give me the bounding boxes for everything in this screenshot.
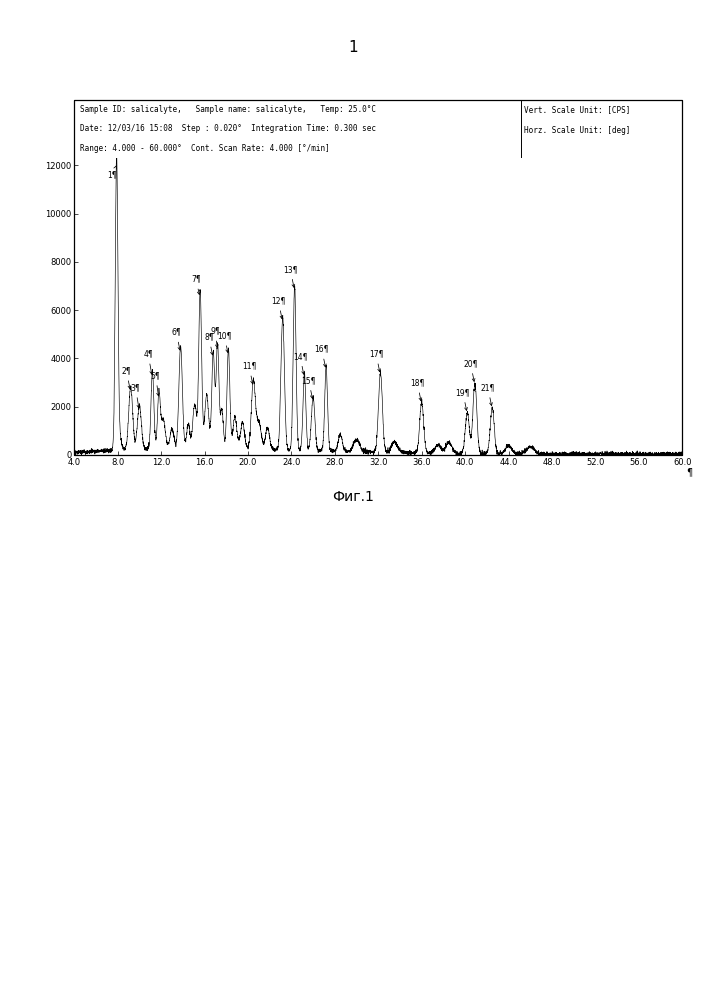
Text: Date: 12/03/16 15:08  Step : 0.020°  Integration Time: 0.300 sec: Date: 12/03/16 15:08 Step : 0.020° Integ… (81, 124, 376, 133)
Text: 4¶: 4¶ (144, 349, 153, 374)
Text: 1: 1 (349, 40, 358, 55)
Text: 10¶: 10¶ (217, 331, 232, 352)
Text: 14¶: 14¶ (293, 352, 308, 374)
Text: 20¶: 20¶ (463, 359, 478, 381)
Text: Range: 4.000 - 60.000°  Cont. Scan Rate: 4.000 [°/min]: Range: 4.000 - 60.000° Cont. Scan Rate: … (81, 144, 330, 153)
Text: 15¶: 15¶ (301, 376, 316, 398)
Text: 17¶: 17¶ (369, 349, 383, 372)
Text: Horz. Scale Unit: [deg]: Horz. Scale Unit: [deg] (524, 126, 631, 135)
Text: Sample ID: salicalyte,   Sample name: salicalyte,   Temp: 25.0°C: Sample ID: salicalyte, Sample name: sali… (81, 105, 376, 114)
Text: 6¶: 6¶ (171, 328, 181, 350)
Text: 19¶: 19¶ (456, 388, 470, 410)
Text: 11¶: 11¶ (242, 361, 256, 384)
Text: 5¶: 5¶ (151, 371, 160, 396)
Text: 12¶: 12¶ (271, 296, 286, 319)
Text: ¶: ¶ (686, 467, 692, 477)
Text: 2¶: 2¶ (122, 366, 132, 389)
Text: 21¶: 21¶ (481, 383, 495, 406)
Text: 18¶: 18¶ (410, 378, 424, 401)
Text: 8¶: 8¶ (204, 333, 214, 355)
Text: 3¶: 3¶ (131, 383, 141, 408)
Text: 1¶: 1¶ (107, 165, 117, 180)
Text: 16¶: 16¶ (315, 345, 329, 367)
Text: 13¶: 13¶ (283, 265, 298, 287)
Text: Фиг.1: Фиг.1 (332, 490, 375, 504)
Text: Vert. Scale Unit: [CPS]: Vert. Scale Unit: [CPS] (524, 105, 631, 114)
Text: 9¶: 9¶ (211, 326, 221, 348)
Text: 7¶: 7¶ (191, 275, 201, 295)
